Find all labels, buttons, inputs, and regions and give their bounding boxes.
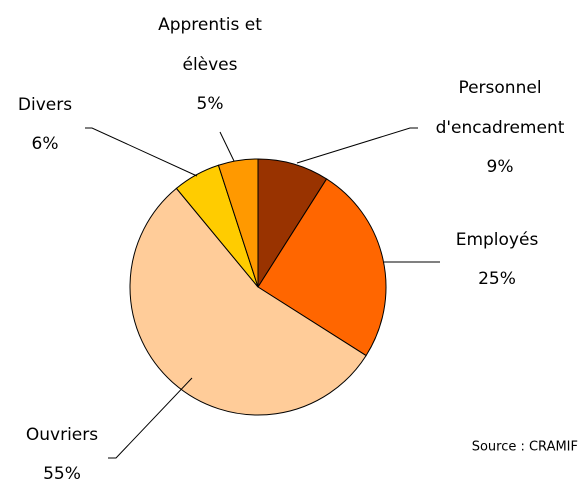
leader-line bbox=[296, 127, 418, 164]
slice-label: Employés bbox=[456, 230, 539, 250]
slice-label: Divers bbox=[18, 95, 72, 115]
pie-slice bbox=[257, 178, 387, 357]
source-note: Source : CRAMIF bbox=[472, 440, 578, 455]
leader-line bbox=[108, 377, 193, 459]
pie-slice bbox=[129, 187, 367, 416]
leader-line bbox=[219, 131, 235, 162]
value-label: 5% bbox=[197, 94, 224, 114]
slice-label: Personnel d'encadrement bbox=[436, 78, 565, 138]
value-label: 6% bbox=[32, 134, 59, 154]
value-label: 9% bbox=[487, 157, 514, 177]
value-label: 55% bbox=[43, 464, 81, 481]
value-label: 25% bbox=[478, 269, 516, 289]
leader-line bbox=[85, 127, 198, 177]
slice-label: Apprentis et élèves bbox=[158, 15, 262, 75]
slice-label: Ouvriers bbox=[26, 425, 98, 445]
pie-slice bbox=[217, 158, 259, 288]
